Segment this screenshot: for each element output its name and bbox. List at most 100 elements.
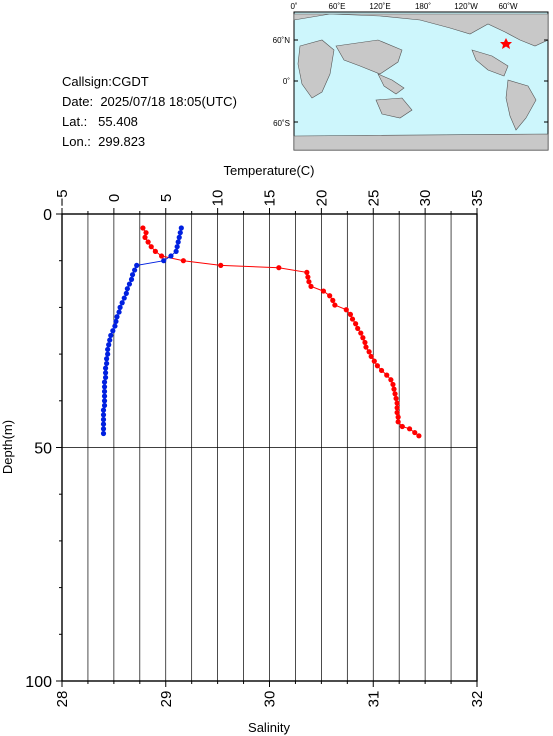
station-marker	[500, 38, 512, 49]
temperature-data-point	[355, 325, 361, 332]
temperature-data-point	[390, 381, 396, 388]
salinity-data-point	[107, 337, 113, 343]
temperature-data-point	[395, 414, 401, 420]
salinity-data-point	[173, 248, 179, 254]
salinity-data-point	[105, 351, 111, 357]
temperature-tick-label: 10	[210, 190, 227, 207]
salinity-data-point	[101, 393, 108, 399]
date-value: 2025/07/18 18:05(UTC)	[100, 94, 237, 109]
temperature-data-point	[362, 339, 368, 346]
temperature-data-point	[392, 391, 398, 397]
temperature-profile-line	[142, 227, 420, 437]
temperature-data-point	[394, 405, 400, 411]
salinity-data-point	[104, 360, 110, 367]
map-land	[293, 13, 549, 151]
salinity-data-point	[175, 239, 181, 245]
temperature-data-point	[159, 253, 165, 259]
temperature-data-point	[394, 409, 400, 416]
salinity-data-point	[177, 230, 183, 236]
temperature-data-point	[394, 400, 400, 406]
date-label: Date:	[62, 94, 94, 109]
map-lat-label: 0˚	[283, 77, 290, 86]
temperature-tick-label: 15	[262, 190, 279, 207]
lon-value: 299.823	[98, 134, 146, 149]
temperature-data-point	[353, 321, 359, 327]
temperature-data-point	[145, 239, 151, 245]
temperature-data-point	[412, 429, 418, 436]
salinity-data-point	[101, 402, 108, 409]
callsign-line: Callsign:CGDT	[62, 72, 237, 92]
salinity-tick-label: 29	[158, 691, 175, 708]
callsign-label: Callsign:	[62, 74, 112, 89]
temperature-data-point	[384, 372, 390, 378]
salinity-data-point	[100, 407, 107, 413]
map-lon-label: 120˚W	[454, 2, 478, 11]
depth-tick-label: 50	[34, 441, 52, 458]
date-line: Date: 2025/07/18 18:05(UTC)	[62, 92, 237, 112]
map-lon-label: 60˚E	[329, 2, 346, 11]
world-map: 0˚ 60˚E 120˚E 180˚ 120˚W 60˚W 60˚N 0˚ 60…	[273, 2, 549, 151]
lat-line: Lat.: 55.408	[62, 112, 237, 132]
map-lon-label: 120˚E	[369, 2, 390, 11]
temperature-tick-label: 35	[469, 190, 486, 207]
map-lon-label: 0˚	[290, 2, 297, 11]
temperature-data-point	[330, 297, 336, 303]
callsign-value: CGDT	[111, 74, 149, 89]
depth-axis-label: Depth(m)	[0, 420, 15, 474]
depth-tick-label: 0	[43, 207, 52, 224]
salinity-data-point	[105, 346, 111, 353]
salinity-data-point	[100, 416, 107, 423]
temperature-data-point	[140, 225, 146, 231]
salinity-tick-label: 32	[469, 691, 486, 708]
temperature-data-point	[416, 433, 422, 439]
temperature-data-point	[327, 293, 333, 299]
salinity-tick-label: 28	[54, 691, 71, 708]
temperature-data-point	[332, 302, 338, 308]
temperature-data-point	[320, 288, 327, 294]
temperature-data-point	[360, 335, 366, 341]
salinity-data-point	[176, 234, 182, 240]
plot-frame	[61, 213, 478, 682]
salinity-data-point	[174, 244, 180, 250]
salinity-data-point	[100, 430, 107, 437]
salinity-data-point	[100, 426, 107, 432]
salinity-axis-label: Salinity	[248, 720, 290, 735]
map-lat-label: 60˚S	[273, 119, 290, 128]
temperature-data-point	[366, 349, 372, 355]
temperature-axis-label: Temperature(C)	[223, 163, 314, 178]
temperature-data-point	[378, 367, 385, 374]
temperature-data-point	[143, 230, 149, 236]
salinity-data-point	[178, 225, 184, 231]
salinity-data-point	[108, 332, 114, 339]
temperature-data-point	[371, 358, 377, 364]
temperature-data-point	[142, 234, 148, 240]
temperature-tick-label: −5	[54, 189, 71, 206]
temperature-data-point	[308, 283, 314, 289]
salinity-data-point	[123, 290, 129, 296]
salinity-data-point	[110, 328, 116, 334]
station-info: Callsign:CGDT Date: 2025/07/18 18:05(UTC…	[62, 72, 237, 152]
temperature-data-point	[349, 316, 356, 322]
temperature-data-point	[347, 311, 354, 318]
temperature-data-point	[388, 377, 394, 383]
lat-label: Lat.:	[62, 114, 88, 129]
salinity-data-point	[102, 370, 109, 376]
temperature-data-point	[152, 248, 158, 254]
salinity-data-point	[100, 421, 107, 427]
temperature-tick-label: 20	[313, 190, 330, 207]
temperature-data-point	[343, 307, 349, 313]
map-lat-label: 60˚N	[273, 36, 291, 45]
salinity-data-point	[116, 309, 122, 315]
salinity-data-point	[101, 398, 108, 404]
temperature-tick-label: 0	[106, 194, 123, 202]
lon-line: Lon.: 299.823	[62, 132, 237, 152]
salinity-data-point	[102, 374, 109, 381]
temperature-data-point	[306, 279, 312, 285]
salinity-data-point	[119, 300, 125, 306]
salinity-data-point	[121, 295, 127, 301]
salinity-data-point	[128, 276, 135, 282]
temperature-data-point	[399, 423, 405, 430]
temperature-data-point	[363, 344, 369, 350]
salinity-profile-line	[103, 227, 182, 434]
salinity-tick-label: 31	[365, 691, 382, 708]
